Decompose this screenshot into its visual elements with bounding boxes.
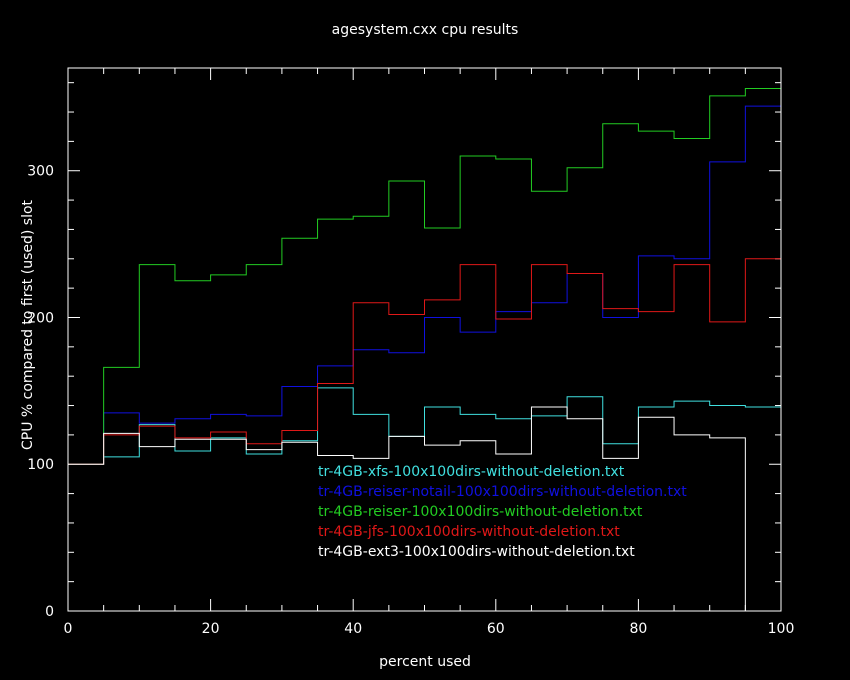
legend-entry-1: tr-4GB-xfs-100x100dirs-without-deletion.…	[318, 464, 625, 480]
x-tick-label: 80	[629, 621, 647, 637]
x-tick-label: 60	[487, 621, 505, 637]
x-axis-label: percent used	[379, 654, 471, 670]
y-axis-label: CPU % compared to first (used) slot	[20, 199, 36, 450]
y-tick-label: 0	[45, 604, 54, 620]
series-line-3	[68, 88, 781, 465]
x-tick-label: 40	[344, 621, 362, 637]
series-line-2	[68, 105, 781, 465]
y-tick-label: 300	[27, 164, 54, 180]
x-tick-label: 0	[64, 621, 73, 637]
series-layer	[68, 88, 781, 612]
y-tick-label: 100	[27, 457, 54, 473]
legend: tr-4GB-xfs-100x100dirs-without-deletion.…	[318, 464, 687, 560]
legend-entry-4: tr-4GB-jfs-100x100dirs-without-deletion.…	[318, 524, 620, 540]
legend-entry-2: tr-4GB-reiser-notail-100x100dirs-without…	[318, 484, 687, 500]
chart-title: agesystem.cxx cpu results	[332, 22, 519, 38]
series-line-5	[68, 406, 781, 612]
legend-entry-3: tr-4GB-reiser-100x100dirs-without-deleti…	[318, 504, 643, 520]
series-line-1	[68, 387, 781, 465]
legend-entry-5: tr-4GB-ext3-100x100dirs-without-deletion…	[318, 544, 635, 560]
y-tick-label: 200	[27, 310, 54, 326]
x-tick-label: 20	[202, 621, 220, 637]
series-line-4	[68, 258, 781, 465]
plot-frame	[67, 67, 782, 612]
x-tick-label: 100	[768, 621, 795, 637]
